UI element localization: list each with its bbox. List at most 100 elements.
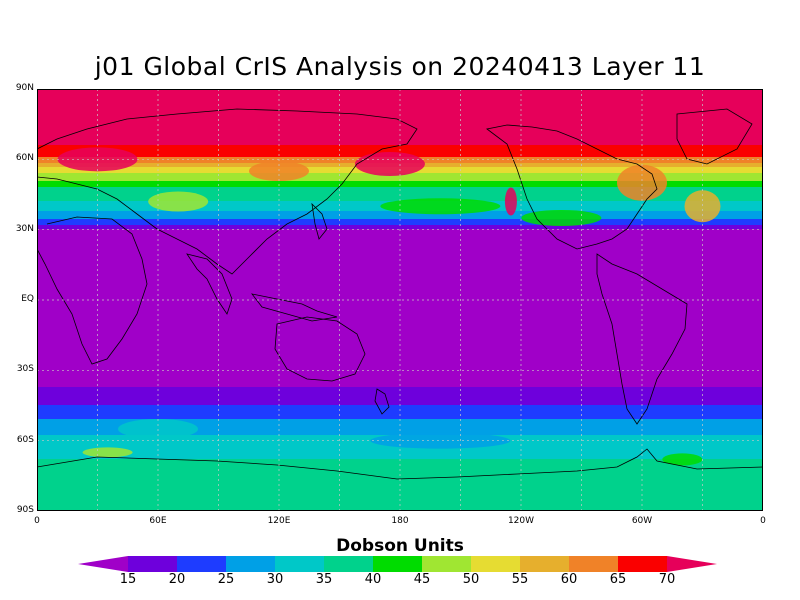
field-band bbox=[37, 341, 763, 344]
colorbar-swatch bbox=[128, 556, 177, 572]
lon-label: 0 bbox=[34, 516, 40, 526]
field-band bbox=[37, 401, 763, 404]
field-band bbox=[37, 145, 763, 148]
colorbar-swatch bbox=[275, 556, 324, 572]
ozone-anomaly bbox=[521, 209, 602, 226]
field-band bbox=[37, 355, 763, 358]
lat-label: 90N bbox=[15, 83, 34, 93]
map-title: j01 Global CrIS Analysis on 20240413 Lay… bbox=[94, 52, 706, 81]
field-band bbox=[37, 357, 763, 360]
ozone-anomaly bbox=[148, 191, 209, 212]
field-band bbox=[37, 507, 763, 510]
coastline-north-america bbox=[486, 124, 658, 250]
ozone-anomaly bbox=[249, 161, 309, 182]
field-band bbox=[37, 295, 763, 298]
field-band bbox=[37, 175, 763, 178]
lat-label: 90S bbox=[16, 505, 34, 515]
field-band bbox=[37, 131, 763, 134]
field-band bbox=[37, 285, 763, 288]
field-band bbox=[37, 141, 763, 144]
field-band bbox=[37, 291, 763, 294]
field-band bbox=[37, 417, 763, 420]
field-band bbox=[37, 345, 763, 348]
colorbar-swatch bbox=[324, 556, 373, 572]
field-band bbox=[37, 381, 763, 384]
field-band bbox=[37, 257, 763, 260]
field-band bbox=[37, 365, 763, 368]
lon-label: 120E bbox=[267, 516, 291, 526]
ozone-anomaly bbox=[370, 432, 511, 449]
lon-label: 0 bbox=[760, 516, 766, 526]
field-band bbox=[37, 185, 763, 188]
field-band bbox=[37, 181, 763, 184]
ozone-map bbox=[37, 89, 763, 511]
field-band bbox=[37, 305, 763, 308]
field-band bbox=[37, 321, 763, 324]
field-band bbox=[37, 241, 763, 244]
field-band bbox=[37, 235, 763, 238]
field-band bbox=[37, 377, 763, 380]
field-band bbox=[37, 275, 763, 278]
field-band bbox=[37, 265, 763, 268]
field-band bbox=[37, 225, 763, 228]
field-band bbox=[37, 147, 763, 150]
colorbar-tick-label: 45 bbox=[413, 572, 431, 587]
field-band bbox=[37, 351, 763, 354]
colorbar-swatch bbox=[471, 556, 520, 572]
colorbar-tick-label: 70 bbox=[658, 572, 676, 587]
colorbar-tick-label: 60 bbox=[560, 572, 578, 587]
field-band bbox=[37, 331, 763, 334]
coastline-africa bbox=[37, 216, 148, 365]
ozone-anomaly bbox=[82, 447, 133, 458]
lon-label: 120W bbox=[507, 516, 535, 526]
field-band bbox=[37, 405, 763, 408]
colorbar bbox=[78, 556, 717, 572]
field-band bbox=[37, 495, 763, 498]
field-band bbox=[37, 115, 763, 118]
ozone-anomaly bbox=[504, 187, 517, 216]
coastline-new-zealand bbox=[374, 388, 390, 415]
colorbar-tick-label: 30 bbox=[266, 572, 284, 587]
field-band bbox=[37, 455, 763, 458]
field-band bbox=[37, 195, 763, 198]
colorbar-tick-label: 25 bbox=[217, 572, 235, 587]
colorbar-swatch bbox=[569, 556, 618, 572]
field-band bbox=[37, 247, 763, 250]
field-band bbox=[37, 137, 763, 140]
field-band bbox=[37, 425, 763, 428]
field-band bbox=[37, 451, 763, 454]
coastline-greenland bbox=[676, 108, 753, 165]
field-band bbox=[37, 395, 763, 398]
field-band bbox=[37, 415, 763, 418]
lat-label: 30S bbox=[16, 364, 34, 375]
field-band bbox=[37, 111, 763, 114]
colorbar-tick-label: 55 bbox=[511, 572, 529, 587]
field-band bbox=[37, 97, 763, 100]
field-band bbox=[37, 301, 763, 304]
colorbar-min-arrow bbox=[78, 556, 128, 572]
colorbar-tick-label: 20 bbox=[168, 572, 186, 587]
field-band bbox=[37, 391, 763, 394]
field-band bbox=[37, 215, 763, 218]
graticule bbox=[37, 89, 763, 511]
field-band bbox=[37, 197, 763, 200]
field-band bbox=[37, 421, 763, 424]
field-band bbox=[37, 255, 763, 258]
field-band bbox=[37, 221, 763, 224]
lon-label: 60W bbox=[631, 516, 653, 526]
field-band bbox=[37, 427, 763, 430]
colorbar-tick-label: 35 bbox=[315, 572, 333, 587]
field-band bbox=[37, 227, 763, 230]
field-band bbox=[37, 505, 763, 508]
field-band bbox=[37, 385, 763, 388]
coastline-antarctica bbox=[37, 448, 763, 480]
field-band bbox=[37, 447, 763, 450]
ozone-anomaly bbox=[684, 190, 721, 223]
colorbar-tick-label: 15 bbox=[119, 572, 137, 587]
field-band bbox=[37, 361, 763, 364]
map-border bbox=[37, 89, 763, 511]
field-band bbox=[37, 135, 763, 138]
field-band bbox=[37, 317, 763, 320]
field-band bbox=[37, 475, 763, 478]
field-band bbox=[37, 497, 763, 500]
